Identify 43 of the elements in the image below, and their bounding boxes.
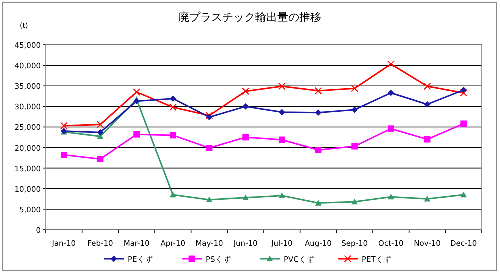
point — [97, 156, 104, 162]
point — [314, 87, 322, 95]
point — [206, 144, 213, 152]
point — [170, 96, 176, 102]
point — [134, 98, 140, 105]
point — [424, 196, 431, 202]
point — [424, 82, 432, 90]
point — [278, 192, 286, 198]
point — [315, 147, 322, 154]
point — [242, 103, 250, 110]
point — [134, 131, 140, 138]
point — [96, 121, 104, 128]
point — [351, 84, 359, 92]
point — [460, 89, 468, 97]
point — [460, 87, 468, 94]
point — [242, 194, 250, 200]
point — [424, 101, 431, 108]
point — [352, 106, 358, 114]
point — [352, 143, 358, 150]
point — [315, 110, 322, 116]
point — [315, 200, 322, 206]
point — [387, 60, 395, 68]
point — [206, 196, 213, 203]
point — [278, 136, 286, 144]
point — [97, 129, 104, 136]
point — [388, 194, 394, 200]
point — [460, 120, 468, 128]
point — [424, 136, 431, 143]
point — [388, 126, 394, 132]
point — [242, 88, 250, 96]
point — [170, 192, 176, 198]
point — [169, 104, 177, 112]
point — [133, 88, 141, 96]
point — [60, 122, 68, 130]
point — [242, 134, 250, 141]
point — [460, 192, 468, 198]
point — [278, 109, 286, 116]
point — [60, 152, 68, 158]
point — [352, 198, 358, 205]
title: 廃プラスチック輸出量の推移 — [178, 11, 322, 24]
point — [278, 82, 286, 90]
point — [170, 132, 176, 139]
point — [388, 90, 394, 96]
